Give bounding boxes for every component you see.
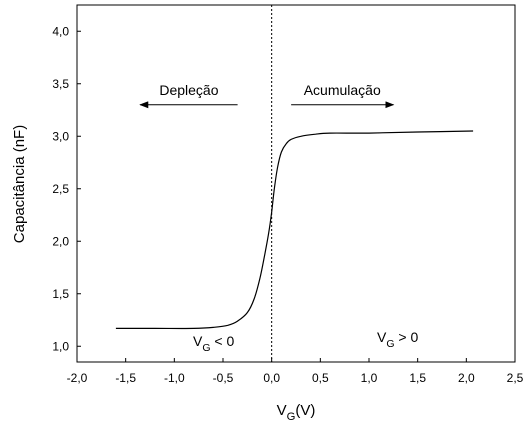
symbol-rest: > 0: [395, 329, 419, 345]
capacitance-curve: [115, 130, 474, 330]
y-tick-label: 3,5: [52, 77, 69, 91]
x-tick-label: -0,5: [213, 371, 234, 385]
y-tick-label: 3,0: [52, 129, 69, 143]
symbol-rest: < 0: [211, 333, 235, 349]
vg-negative-label: VG < 0: [193, 333, 234, 354]
accumulation-label: Acumulação: [304, 82, 381, 98]
y-tick-label: 2,5: [52, 182, 69, 196]
x-tick-label: 0,5: [312, 371, 329, 385]
x-tick-label: 2,5: [507, 371, 524, 385]
symbol-subscript: G: [202, 342, 210, 354]
x-tick-label: 1,0: [361, 371, 378, 385]
depletion-label: Depleção: [159, 82, 218, 98]
vg-positive-label: VG > 0: [377, 329, 418, 350]
y-tick-label: 1,0: [52, 339, 69, 353]
symbol-rest: (V): [295, 402, 315, 419]
x-axis-title: VG(V): [277, 402, 316, 423]
x-tick-label: -2,0: [67, 371, 88, 385]
y-axis-title: Capacitância (nF): [11, 125, 28, 243]
x-tick-label: -1,5: [115, 371, 136, 385]
axis-ticks: -2,0 -1,5 -1,0 -0,5 0,0 0,5 1,0 1,5 2,0 2,5 1,0 1,5…: [52, 24, 523, 385]
symbol-main: V: [377, 329, 387, 345]
series-layer: [115, 5, 474, 362]
plot-frame: [76, 4, 516, 363]
symbol-main: V: [277, 402, 287, 419]
y-tick-label: 1,5: [52, 287, 69, 301]
x-tick-label: 0,0: [263, 371, 280, 385]
symbol-subscript: G: [287, 411, 296, 423]
y-tick-label: 2,0: [52, 234, 69, 248]
y-tick-label: 4,0: [52, 24, 69, 38]
symbol-subscript: G: [386, 338, 394, 350]
x-tick-label: -1,0: [164, 371, 185, 385]
symbol-main: V: [193, 333, 203, 349]
x-tick-label: 2,0: [458, 371, 475, 385]
x-tick-label: 1,5: [409, 371, 426, 385]
